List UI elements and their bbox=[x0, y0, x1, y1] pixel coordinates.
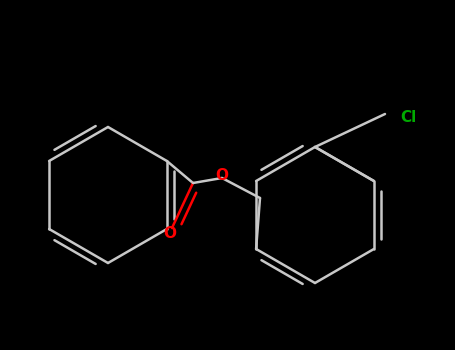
Text: O: O bbox=[216, 168, 228, 183]
Text: Cl: Cl bbox=[400, 111, 416, 126]
Text: O: O bbox=[163, 226, 177, 242]
